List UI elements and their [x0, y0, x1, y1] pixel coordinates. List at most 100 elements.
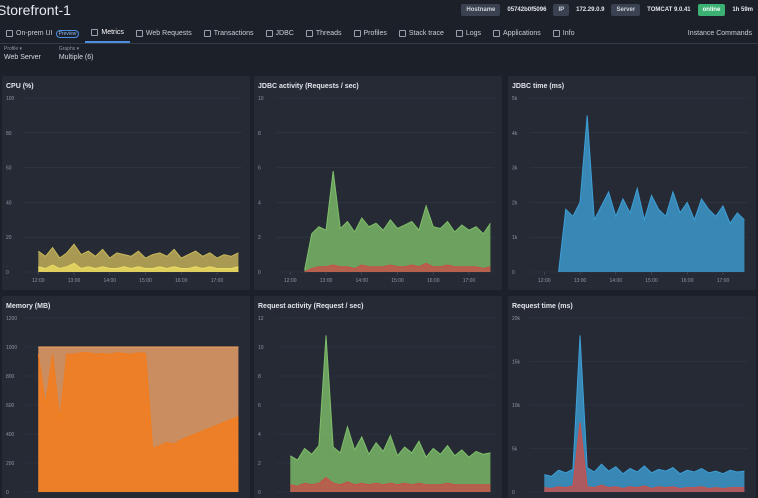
x-tick-label: 17:00 [463, 278, 476, 284]
tab[interactable]: Transactions [198, 30, 260, 37]
filter[interactable]: Profile ▾ Web Server [0, 46, 41, 61]
tab[interactable]: JDBC [260, 30, 300, 37]
y-tick-label: 200 [6, 461, 15, 467]
y-tick-label: 20k [512, 316, 521, 322]
tab-label: Stack trace [408, 30, 444, 37]
tab[interactable]: Info [547, 30, 581, 37]
area-fill [38, 352, 239, 492]
tab[interactable]: Stack trace [393, 30, 450, 37]
y-tick-label: 600 [6, 403, 15, 409]
header: Storefront-1 Hostname 05742b0f5096 IP 172.… [0, 0, 758, 22]
y-tick-label: 8 [258, 374, 261, 380]
y-tick-label: 800 [6, 374, 15, 380]
chart-panel: Request time (ms) 0 5k 10k 15k 20k [508, 296, 756, 498]
y-tick-label: 15k [512, 360, 521, 366]
area-line [304, 262, 491, 273]
y-tick-label: 0 [512, 490, 515, 496]
y-tick-label: 3k [512, 166, 518, 172]
chart-panel: Memory (MB) 0 200 400 600 800 1000 1200 [2, 296, 250, 498]
tab-bar: On-prem UI Preview Metrics Web Requests T… [0, 24, 758, 44]
tab[interactable]: Metrics [85, 24, 130, 43]
filter-label: Profile ▾ [4, 46, 23, 52]
y-tick-label: 2 [258, 461, 261, 467]
instance-commands[interactable]: Instance Commands [682, 30, 758, 37]
chart-panel: Request activity (Request / sec) 0 2 4 6 8 10 1… [254, 296, 502, 498]
tab[interactable]: Profiles [348, 30, 393, 37]
icon [135, 30, 143, 37]
tab-label: Metrics [101, 29, 124, 36]
chart-title: JDBC time (ms) [512, 83, 564, 90]
icon [91, 29, 99, 36]
tab-label: Transactions [213, 30, 254, 37]
y-tick-label: 6 [258, 403, 261, 409]
tab[interactable]: Applications [487, 30, 547, 37]
tab-label: JDBC [275, 30, 294, 37]
area-fill [38, 244, 239, 272]
badge-value: 172.29.0.9 [576, 7, 605, 13]
y-tick-label: 1k [512, 235, 518, 241]
status: online [697, 4, 726, 16]
area-line [544, 335, 745, 477]
tab[interactable]: Logs [450, 30, 487, 37]
app-title: Storefront-1 [0, 2, 71, 18]
tab-label: Info [562, 30, 575, 37]
filter-label: Graphs ▾ [58, 46, 80, 52]
y-tick-label: 4 [258, 200, 261, 206]
area-fill [290, 477, 491, 492]
chart-title: Memory (MB) [6, 303, 50, 310]
icon [305, 30, 313, 37]
chart-title: JDBC activity (Requests / sec) [258, 83, 359, 90]
badge-key: Server [611, 4, 641, 16]
y-tick-label: 60 [6, 166, 12, 172]
badge-value: TOMCAT 9.0.41 [647, 7, 691, 13]
area-line [544, 422, 745, 490]
chart-title: CPU (%) [6, 83, 34, 90]
icon [353, 30, 361, 37]
y-tick-label: 10k [512, 403, 521, 409]
x-tick-label: 14:00 [104, 278, 117, 284]
chart: Request time (ms) 0 5k 10k 15k 20k [512, 303, 748, 496]
y-tick-label: 80 [6, 131, 12, 137]
chart-panel: JDBC time (ms) 0 1k 2k 3k 4k 5k 12:00 13:00 14:00… [508, 76, 756, 290]
tab-label: Instance Commands [687, 30, 752, 37]
y-tick-label: 1200 [6, 316, 17, 322]
badge-key: IP [553, 4, 570, 16]
icon [398, 30, 406, 37]
icon [455, 30, 463, 37]
chart: CPU (%) 0 20 40 60 80 100 12:00 13:00 14:00 15:00 1… [6, 83, 242, 284]
x-tick-label: 16:00 [175, 278, 188, 284]
y-tick-label: 0 [6, 270, 9, 276]
x-tick-label: 13:00 [574, 278, 587, 284]
x-tick-label: 12:00 [538, 278, 551, 284]
x-tick-label: 16:00 [681, 278, 694, 284]
chart-title: Request activity (Request / sec) [258, 303, 363, 310]
x-tick-label: 16:00 [427, 278, 440, 284]
filter-value: Web Server [4, 54, 41, 61]
filters: Profile ▾ Web Server Graphs ▾ Multiple (6) [0, 46, 93, 61]
area-fill [304, 263, 491, 272]
area-fill [304, 171, 491, 272]
tab-label: Logs [465, 30, 482, 37]
uptime: 1h 59m [732, 7, 753, 13]
tab[interactable]: Web Requests [130, 30, 198, 37]
filter[interactable]: Graphs ▾ Multiple (6) [55, 46, 94, 61]
chart: Request activity (Request / sec) 0 2 4 6 8 10 1… [258, 303, 494, 496]
chart: JDBC time (ms) 0 1k 2k 3k 4k 5k 12:00 13:00 14:00… [512, 83, 748, 284]
y-tick-label: 4 [258, 432, 261, 438]
y-tick-label: 0 [258, 270, 261, 276]
area-line [290, 335, 491, 461]
preview-badge: Preview [55, 29, 80, 38]
x-tick-label: 13:00 [320, 278, 333, 284]
area-line [38, 243, 239, 259]
chart-title: Request time (ms) [512, 303, 573, 310]
x-tick-label: 14:00 [356, 278, 369, 284]
area-line [37, 352, 239, 450]
chart: Memory (MB) 0 200 400 600 800 1000 1200 [6, 303, 242, 496]
area-fill [544, 335, 745, 492]
tab[interactable]: Threads [300, 30, 348, 37]
area-fill [290, 335, 491, 492]
tab[interactable]: On-prem UI Preview [0, 29, 85, 38]
x-tick-label: 15:00 [645, 278, 658, 284]
area-fill [558, 115, 745, 273]
